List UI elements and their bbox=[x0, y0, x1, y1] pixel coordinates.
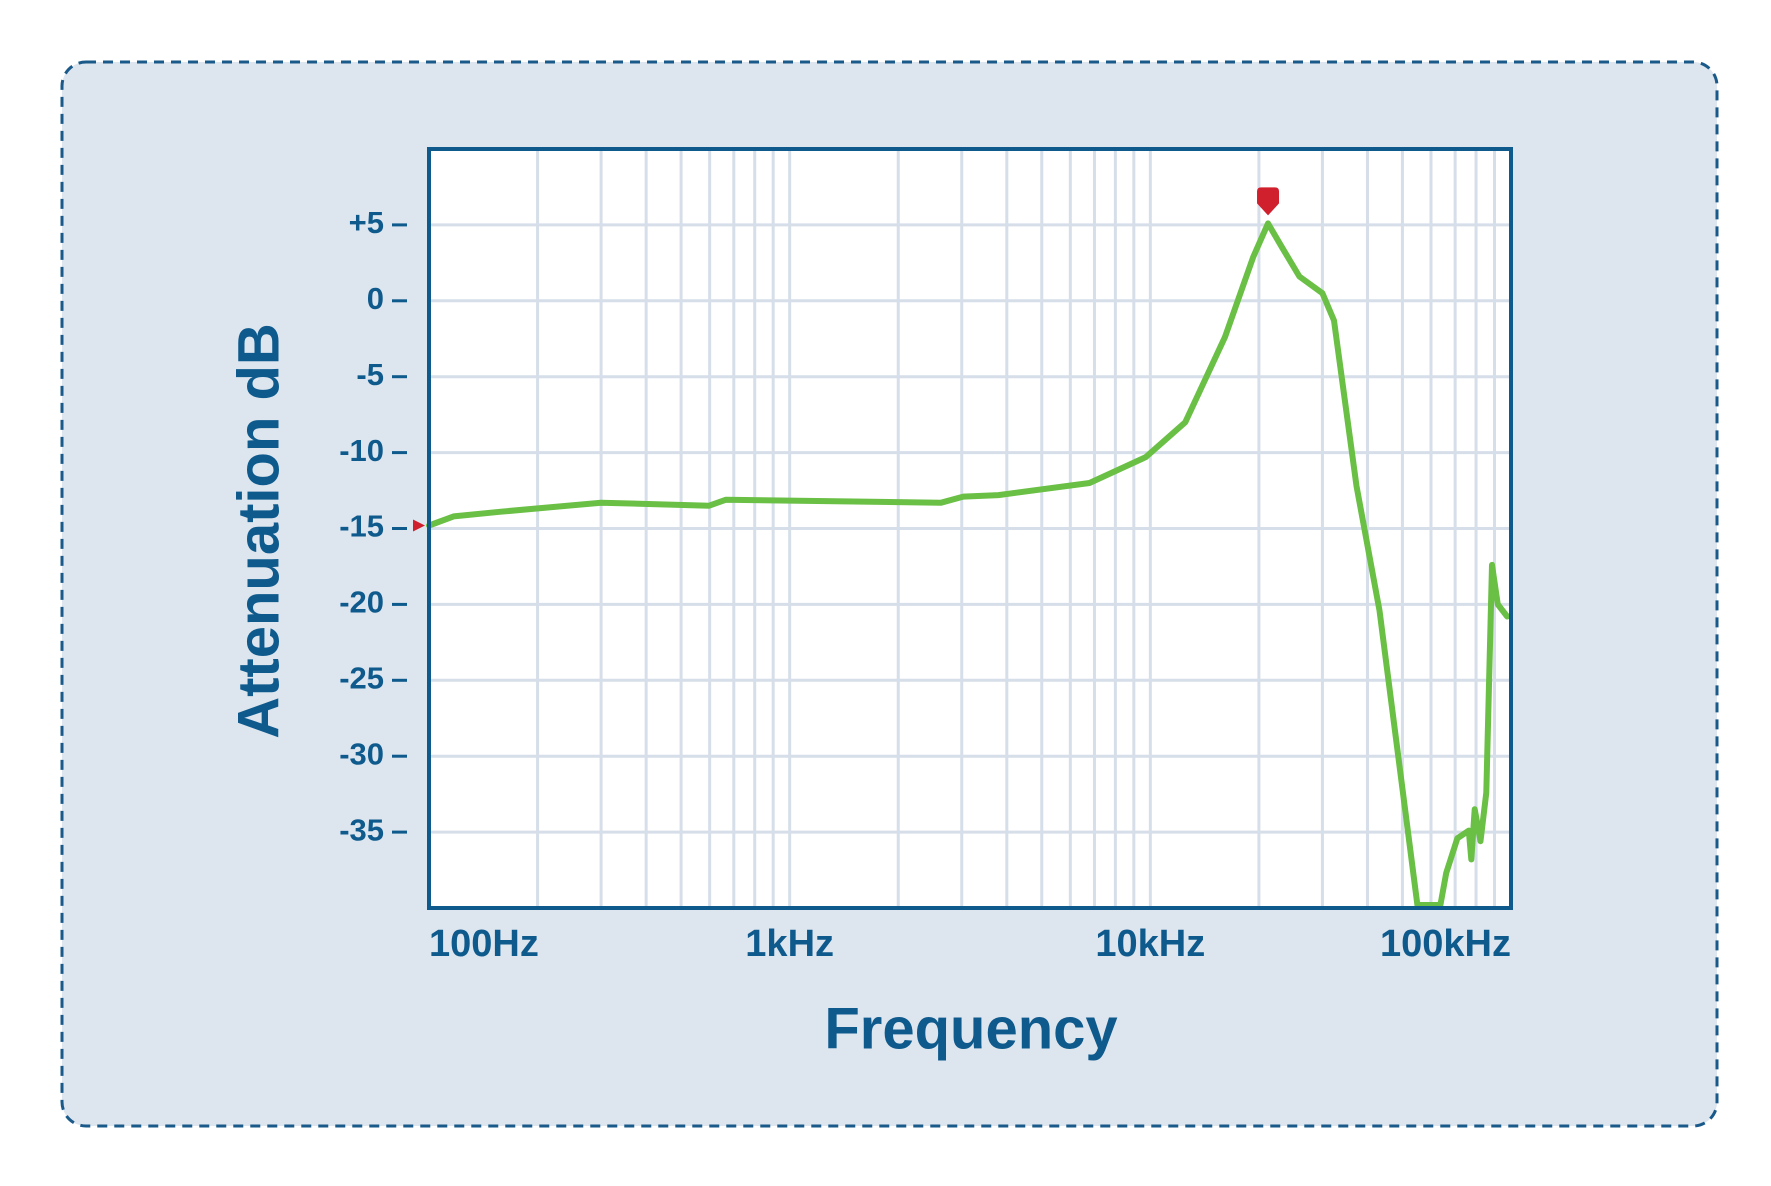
x-tick-label: 100kHz bbox=[1380, 923, 1511, 965]
marks bbox=[426, 220, 1511, 908]
y-tick-label: -25 bbox=[339, 660, 384, 695]
y-tick-label: -10 bbox=[339, 433, 384, 468]
x-tick-label: 10kHz bbox=[1095, 923, 1205, 965]
y-tick-label: -35 bbox=[339, 812, 384, 847]
y-axis-title: Attenuation dB bbox=[226, 323, 291, 739]
peak-marker bbox=[1257, 187, 1280, 216]
y-axis-marker bbox=[413, 519, 425, 532]
y-tick-label: -5 bbox=[356, 357, 384, 392]
y-tick-label: 0 bbox=[367, 281, 384, 316]
y-tick-label: -30 bbox=[339, 736, 384, 771]
x-tick-label: 100Hz bbox=[429, 923, 539, 965]
y-tick-label: -15 bbox=[339, 509, 384, 544]
data-line bbox=[426, 220, 1511, 908]
x-axis-title: Frequency bbox=[824, 996, 1117, 1061]
y-tick-label: -20 bbox=[339, 585, 384, 620]
x-tick-label: 1kHz bbox=[745, 923, 834, 965]
y-tick-label: +5 bbox=[349, 205, 384, 240]
plot-frame bbox=[427, 147, 1513, 910]
